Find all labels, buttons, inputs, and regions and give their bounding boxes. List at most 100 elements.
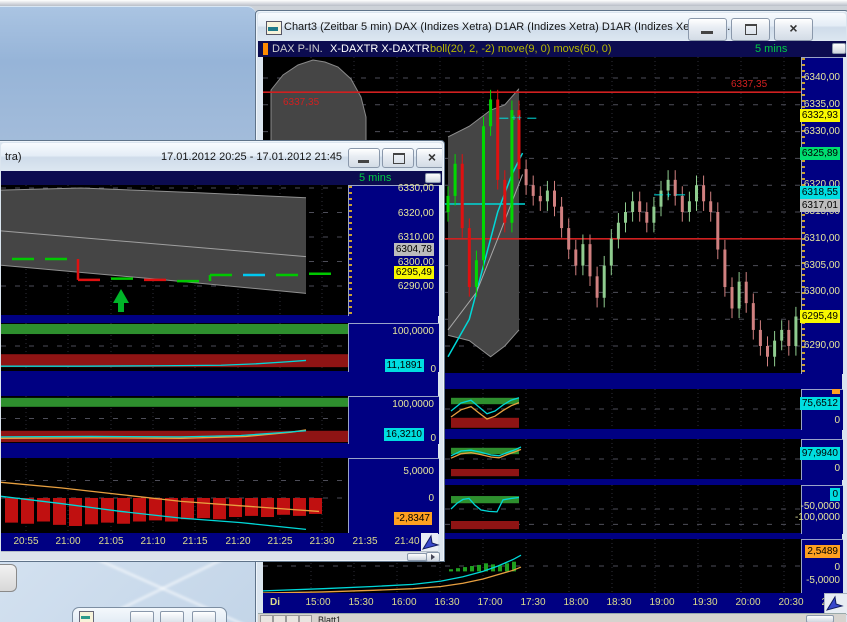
scrollbar-fragment[interactable] [832,43,846,54]
time-label: 20:00 [735,597,761,608]
time-label: 19:30 [692,597,718,608]
svg-text:++: ++ [511,113,522,123]
indicator-value-tag: 2,5489 [805,545,840,558]
price-tick: 6340,00 [803,72,840,83]
time-label: 16:00 [391,597,417,608]
close-button[interactable]: × [774,18,813,41]
price-tick: 6330,00 [397,183,434,194]
indicator-value-tag [832,389,840,394]
window-fragment [0,564,17,592]
axis-label: 0 [834,463,840,474]
pointer-tool-indicator[interactable] [421,533,440,551]
price-tag: 6295,49 [393,265,434,279]
fg-titlebar[interactable]: tra) 17.01.2012 20:25 - 17.01.2012 21:45… [1,143,442,172]
close-button[interactable]: × [416,148,442,168]
legend-instrument: DAX P-IN. [272,43,323,55]
indicator-panel-3[interactable] [1,458,348,533]
axis-label: 0 [834,562,840,573]
close-button[interactable] [192,611,216,622]
chart3-titlebar[interactable]: Chart3 (Zeitbar 5 min) DAX (Indizes Xetr… [258,13,846,42]
indicator-panel-2[interactable] [1,396,348,443]
panel-separator [1,443,438,458]
price-tick: 6335,00 [803,98,840,110]
restore-button[interactable] [160,611,184,622]
price-tick: 6305,00 [803,259,840,271]
restore-button[interactable] [382,148,414,168]
time-label: 15:00 [305,597,331,608]
svg-text:6337,35: 6337,35 [283,97,320,108]
axis-label: 100,0000 [392,326,434,337]
fg-chart-legend: 5 mins [1,171,442,185]
scrollbar-fragment[interactable] [425,173,441,183]
chart-window-icon [266,21,282,35]
axis-label: 5,0000 [403,466,434,477]
main-price-panel[interactable] [1,185,348,315]
minimize-button[interactable] [130,611,154,622]
price-tag: 6317,01 [799,198,840,212]
h-scrollbar[interactable] [1,551,440,562]
time-label: 16:30 [434,597,460,608]
time-label: 19:00 [649,597,675,608]
sheet-tab[interactable]: Blatt1 [318,615,342,622]
axis-label: -5,0000 [806,575,840,586]
time-axis[interactable]: 20:5020:5521:0021:0521:1021:1521:2021:25… [1,533,421,551]
price-tick: 6320,00 [803,179,840,191]
price-tick: 6300,00 [803,286,840,298]
close-icon: × [789,20,798,36]
minimize-button[interactable] [348,148,380,168]
axis-label: 0 [428,493,434,504]
time-label: 21:40 [394,536,420,547]
price-tag: 6318,55 [799,185,840,199]
price-tick: 6290,00 [397,281,434,292]
indicator-panel-1[interactable] [1,323,348,371]
time-label: 20:30 [778,597,804,608]
panel-separator [1,315,438,323]
time-label: 21:25 [267,536,293,547]
time-label: 21:20 [225,536,251,547]
window-date-range: 17.01.2012 20:25 - 17.01.2012 21:45 [161,151,343,163]
h-scroll-thumb[interactable] [806,615,834,622]
price-tick: 6330,00 [803,125,840,137]
window-title: Chart3 (Zeitbar 5 min) DAX (Indizes Xetr… [284,21,734,33]
scroll-right-button[interactable] [426,552,440,562]
legend-series: X-DAXTR X-DAXTR [330,43,430,55]
tab-nav-first-button[interactable] [260,615,273,622]
time-label: 21:00 [821,597,824,608]
axis-label: 100,0000 [392,399,434,410]
price-tag: 6304,78 [393,242,434,256]
axis-label: 0 [430,433,436,444]
time-label: 21:05 [98,536,124,547]
minimize-button[interactable] [688,18,727,41]
price-tag: 6332,93 [799,108,840,122]
tab-nav-next-button[interactable] [286,615,299,622]
price-tick: 6310,00 [803,232,840,244]
panel-separator [263,479,842,485]
tab-nav-last-button[interactable] [299,615,312,622]
h-scroll-thumb[interactable] [407,553,427,561]
time-axis[interactable]: Di 15:00 15:30 16:00 16:30 17:00 17:30 18:00 18:… [263,593,824,613]
legend-indicators: boll(20, 2, -2) move(9, 0) movs(60, 0) [430,43,612,55]
restore-button[interactable] [731,18,770,41]
indicator-value-tag: 11,1891 [384,359,424,372]
price-tick: 6290,00 [803,340,840,351]
time-label: 18:00 [563,597,589,608]
panel-separator [263,533,842,539]
minimized-chart-window[interactable] [72,607,227,622]
time-label: 20:55 [13,536,39,547]
price-tag: 6325,89 [799,146,840,160]
foreground-chart-window[interactable]: tra) 17.01.2012 20:25 - 17.01.2012 21:45… [0,140,445,562]
sheet-tab-bar[interactable]: Blatt1 [258,613,846,622]
close-icon: × [427,149,437,165]
chart-legend: DAX P-IN. X-DAXTR X-DAXTR boll(20, 2, -2… [258,41,846,57]
pointer-tool-indicator[interactable] [824,593,847,615]
price-tick: 6320,00 [397,207,434,219]
interval-label: 5 mins [755,43,788,55]
background-window-titlebar[interactable] [0,6,256,143]
axis-label: 0 [430,364,436,375]
interval-label: 5 mins [359,172,392,184]
time-label: 21:15 [182,536,208,547]
price-tick: 6300,00 [397,256,434,268]
tab-nav-prev-button[interactable] [273,615,286,622]
window-title-fragment: tra) [5,151,22,163]
